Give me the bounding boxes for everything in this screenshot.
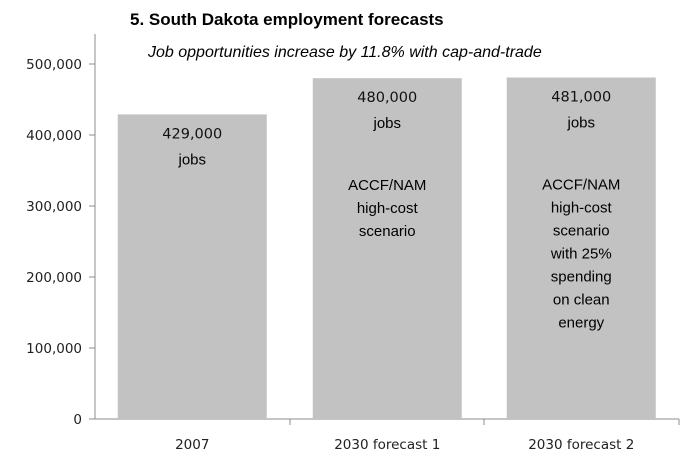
bar-annotation-line: high-cost (357, 200, 419, 217)
chart-axes: 0 100,000 200,000 300,000 400,000 500,000 (26, 34, 680, 428)
bar-annotation-line: scenario (359, 223, 416, 240)
bar-annotation-line: with 25% (550, 245, 612, 262)
bar-value-label: 480,000 (357, 90, 417, 106)
y-tick-label: 300,000 (26, 199, 82, 215)
bar-value-label: 481,000 (551, 89, 611, 105)
y-tick-label: 200,000 (26, 270, 82, 286)
bar-annotation-line: on clean (553, 291, 610, 308)
bar-annotation-line: spending (551, 268, 612, 285)
y-tick-label: 100,000 (26, 341, 82, 357)
bar-value-label: 429,000 (162, 126, 222, 142)
y-tick-label: 400,000 (26, 128, 82, 144)
x-category-label: 2030 forecast 1 (334, 437, 440, 453)
bar-annotation-line: scenario (553, 222, 610, 239)
bar-unit-label: jobs (372, 115, 401, 132)
chart-bars (117, 77, 656, 420)
bar-unit-label: jobs (566, 114, 595, 131)
bar-annotation-line: ACCF/NAM (542, 176, 620, 193)
bar-annotation-line: energy (558, 314, 604, 331)
x-category-label: 2007 (175, 437, 209, 453)
x-category-label: 2030 forecast 2 (528, 437, 634, 453)
y-tick-label: 500,000 (26, 57, 82, 73)
bar (506, 77, 656, 420)
chart-labels: 2007 429,000 jobs 2030 forecast 1 480,000 job… (162, 89, 634, 453)
bar-annotation-line: ACCF/NAM (348, 177, 426, 194)
bar (312, 78, 462, 419)
chart-subtitle: Job opportunities increase by 11.8% with… (147, 44, 542, 61)
chart-title: 5. South Dakota employment forecasts (130, 10, 444, 29)
y-tick-label: 0 (73, 412, 82, 428)
bar-annotation-line: high-cost (551, 199, 613, 216)
bar-unit-label: jobs (177, 151, 206, 168)
bar (117, 114, 267, 419)
